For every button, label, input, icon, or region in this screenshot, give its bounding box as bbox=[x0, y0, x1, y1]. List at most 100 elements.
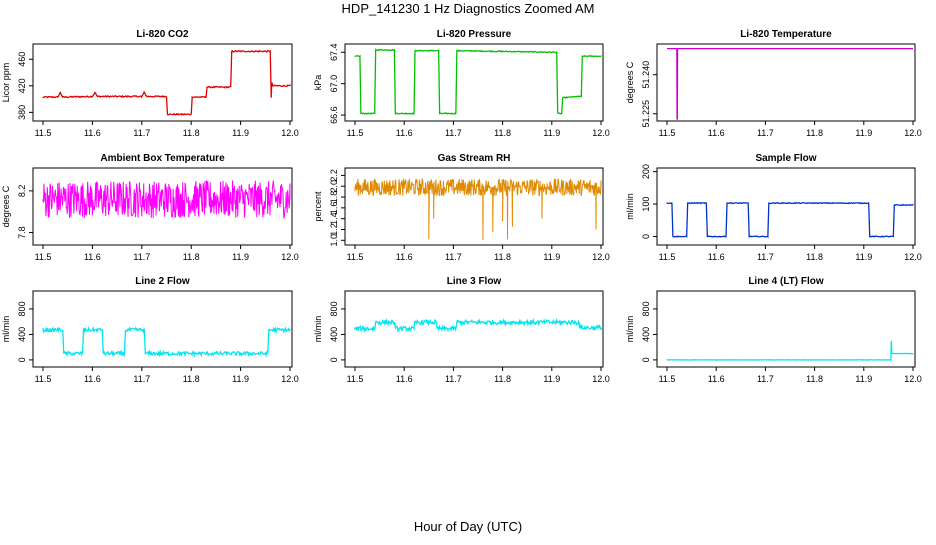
y-tick-label: 400 bbox=[17, 327, 27, 342]
y-axis-label: degrees C bbox=[625, 61, 635, 103]
y-tick-label: 0 bbox=[17, 357, 27, 362]
x-tick-label: 11.7 bbox=[133, 252, 150, 262]
y-tick-label: 51.225 bbox=[641, 100, 651, 128]
x-axis-label: Hour of Day (UTC) bbox=[414, 519, 522, 534]
x-tick-label: 11.9 bbox=[232, 128, 249, 138]
x-tick-label: 11.5 bbox=[659, 128, 676, 138]
panels-group: Li-820 CO2 Licor ppm 380 420 460 11.5 11.6 11.7… bbox=[1, 29, 922, 384]
x-tick-label: 12.0 bbox=[281, 252, 299, 262]
x-tick-label: 11.6 bbox=[84, 374, 101, 384]
y-tick-label: 0 bbox=[641, 234, 651, 239]
series-line bbox=[354, 177, 602, 241]
x-tick-label: 11.5 bbox=[659, 374, 676, 384]
x-tick-label: 11.6 bbox=[708, 128, 725, 138]
series-line bbox=[666, 340, 914, 361]
panel-title: Line 2 Flow bbox=[135, 276, 190, 287]
panel-9: Line 4 (LT) Flow ml/min 0 400 800 11.5 11.6 11.… bbox=[625, 276, 922, 384]
x-tick-label: 11.7 bbox=[445, 252, 462, 262]
x-tick-label: 11.9 bbox=[855, 374, 872, 384]
panel-frame bbox=[656, 43, 916, 122]
series-line bbox=[42, 49, 291, 116]
panel-title: Ambient Box Temperature bbox=[100, 153, 225, 164]
panel-title: Sample Flow bbox=[755, 153, 816, 164]
x-tick-label: 11.6 bbox=[84, 252, 101, 262]
x-tick-label: 11.5 bbox=[35, 374, 52, 384]
panel-title: Line 4 (LT) Flow bbox=[748, 276, 824, 287]
y-tick-label: 800 bbox=[329, 301, 339, 316]
x-tick-label: 11.5 bbox=[347, 128, 364, 138]
x-tick-label: 11.6 bbox=[708, 252, 725, 262]
y-tick-label: 800 bbox=[641, 301, 651, 316]
x-tick-label: 11.5 bbox=[347, 374, 364, 384]
y-axis-label: Licor ppm bbox=[1, 63, 11, 103]
panel-title: Line 3 Flow bbox=[447, 276, 502, 287]
y-tick-label: 7.8 bbox=[17, 226, 27, 239]
x-tick-label: 12.0 bbox=[592, 374, 610, 384]
panel-title: Li-820 CO2 bbox=[136, 29, 189, 40]
x-tick-label: 11.9 bbox=[232, 374, 249, 384]
x-tick-label: 11.7 bbox=[757, 252, 774, 262]
y-tick-label: 1.0 bbox=[329, 234, 339, 247]
series-line bbox=[42, 325, 291, 358]
x-tick-label: 11.5 bbox=[35, 252, 52, 262]
panel-3: Li-820 Temperature degrees C 51.225 51.240 1… bbox=[625, 29, 922, 138]
x-tick-label: 11.6 bbox=[396, 252, 413, 262]
panel-frame bbox=[32, 43, 293, 122]
x-tick-label: 11.7 bbox=[757, 128, 774, 138]
y-axis-label: ml/min bbox=[1, 316, 11, 343]
x-tick-label: 11.8 bbox=[183, 374, 200, 384]
y-tick-label: 200 bbox=[641, 164, 651, 179]
x-tick-label: 11.7 bbox=[445, 128, 462, 138]
y-axis-label: ml/min bbox=[313, 316, 323, 343]
y-tick-label: 2.0 bbox=[329, 180, 339, 193]
y-tick-label: 100 bbox=[641, 197, 651, 212]
y-tick-label: 380 bbox=[17, 105, 27, 120]
y-axis-label: kPa bbox=[313, 75, 323, 91]
x-tick-label: 11.8 bbox=[806, 374, 823, 384]
x-tick-label: 12.0 bbox=[592, 252, 610, 262]
series-line bbox=[666, 201, 914, 239]
x-tick-label: 11.6 bbox=[396, 374, 413, 384]
y-tick-label: 1.4 bbox=[329, 212, 339, 225]
y-tick-label: 67.0 bbox=[329, 75, 339, 93]
x-tick-label: 12.0 bbox=[904, 374, 922, 384]
x-tick-label: 11.6 bbox=[84, 128, 101, 138]
y-tick-label: 400 bbox=[329, 327, 339, 342]
panel-2: Li-820 Pressure kPa 66.6 67.0 67.4 11.5 11.6 11… bbox=[313, 29, 610, 138]
panel-1: Li-820 CO2 Licor ppm 380 420 460 11.5 11.6 11.7… bbox=[1, 29, 299, 138]
y-tick-label: 1.6 bbox=[329, 202, 339, 215]
x-tick-label: 11.8 bbox=[494, 374, 511, 384]
x-tick-label: 11.6 bbox=[708, 374, 725, 384]
y-tick-label: 800 bbox=[17, 301, 27, 316]
y-tick-label: 0 bbox=[329, 357, 339, 362]
y-tick-label: 66.6 bbox=[329, 106, 339, 124]
panel-6: Sample Flow ml/min 0 100 200 11.5 11.6 11.7 11.8… bbox=[625, 153, 922, 262]
main-title: HDP_141230 1 Hz Diagnostics Zoomed AM bbox=[342, 1, 595, 16]
y-tick-label: 67.4 bbox=[329, 44, 339, 62]
x-tick-label: 12.0 bbox=[281, 374, 299, 384]
x-tick-label: 11.7 bbox=[133, 374, 150, 384]
series-line bbox=[354, 48, 602, 115]
series-line bbox=[42, 180, 291, 220]
y-tick-label: 2.2 bbox=[329, 169, 339, 182]
x-tick-label: 11.8 bbox=[183, 128, 200, 138]
x-tick-label: 11.8 bbox=[494, 252, 511, 262]
panel-title: Gas Stream RH bbox=[438, 153, 511, 164]
x-tick-label: 11.8 bbox=[494, 128, 511, 138]
y-axis-label: percent bbox=[313, 191, 323, 222]
x-tick-label: 12.0 bbox=[904, 252, 922, 262]
panel-frame bbox=[656, 290, 916, 368]
panel-frame bbox=[656, 167, 916, 246]
panel-4: Ambient Box Temperature degrees C 7.8 8.2 11… bbox=[1, 153, 299, 262]
x-tick-label: 11.9 bbox=[855, 128, 872, 138]
series-line bbox=[354, 317, 602, 334]
y-tick-label: 0 bbox=[641, 357, 651, 362]
panel-8: Line 3 Flow ml/min 0 400 800 11.5 11.6 11.7 11.8… bbox=[313, 276, 610, 384]
x-tick-label: 11.8 bbox=[806, 252, 823, 262]
x-tick-label: 11.7 bbox=[757, 374, 774, 384]
x-tick-label: 11.7 bbox=[133, 128, 150, 138]
x-tick-label: 11.9 bbox=[855, 252, 872, 262]
panel-frame bbox=[32, 290, 293, 368]
